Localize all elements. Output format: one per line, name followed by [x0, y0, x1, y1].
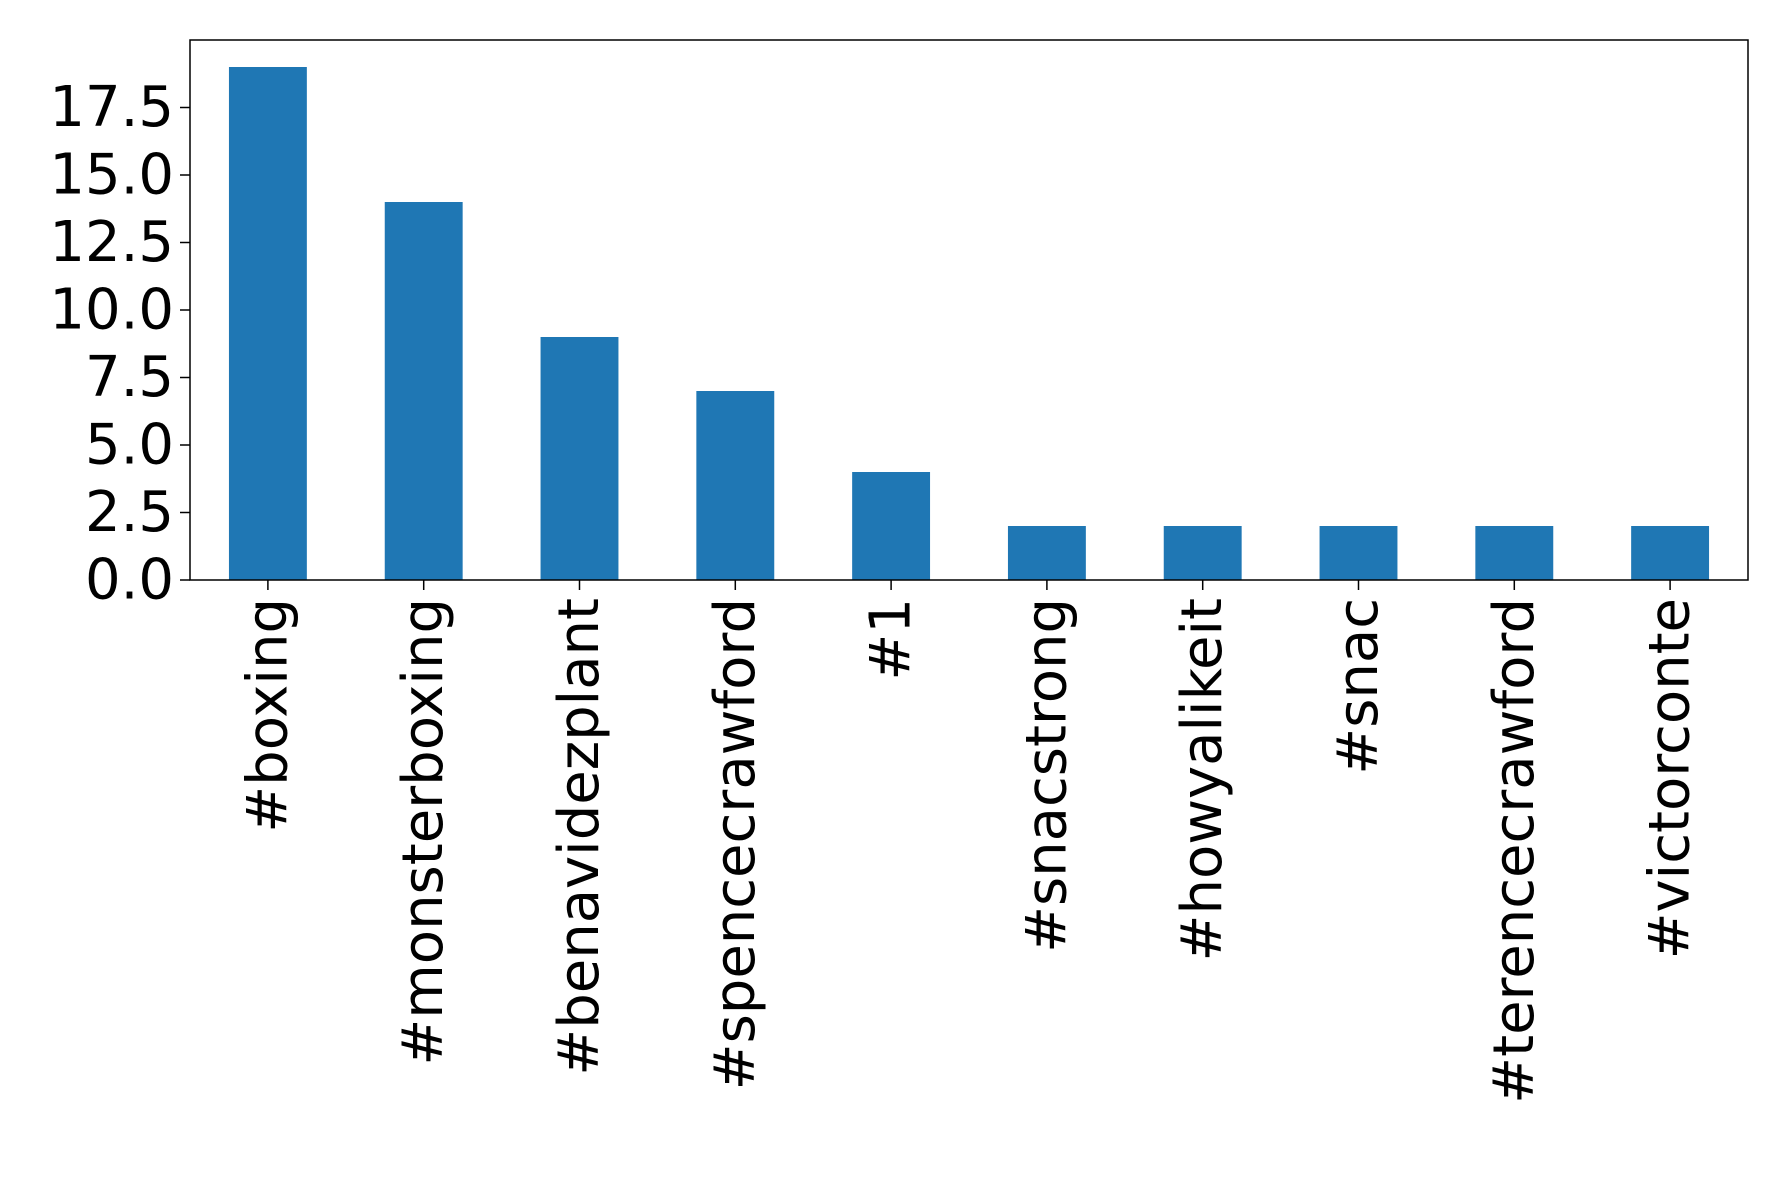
- x-tick-label: #1: [859, 598, 924, 681]
- bar-snacstrong: [1007, 526, 1086, 580]
- y-tick-label: 15.0: [49, 143, 174, 208]
- x-tick-label: #snac: [1326, 598, 1391, 775]
- bar-snac: [1319, 526, 1398, 580]
- bars-group: [228, 67, 1710, 580]
- bar-terencecrawford: [1475, 526, 1554, 580]
- y-tick-label: 2.5: [85, 480, 174, 545]
- y-tick-label: 7.5: [85, 345, 174, 410]
- y-tick-label: 10.0: [49, 278, 174, 343]
- y-tick-label: 17.5: [49, 75, 174, 140]
- x-tick-label: #howyalikeit: [1170, 598, 1235, 961]
- bar-victorconte: [1631, 526, 1710, 580]
- x-tick-label: #victorconte: [1638, 598, 1703, 959]
- x-tick-label: #spencecrawford: [703, 598, 768, 1090]
- x-tick-label: #terencecrawford: [1482, 598, 1547, 1104]
- y-axis: 0.02.55.07.510.012.515.017.5: [49, 75, 190, 613]
- bar-benavidezplant: [540, 337, 619, 580]
- x-tick-label: #monsterboxing: [391, 598, 456, 1066]
- x-tick-label: #benavidezplant: [547, 598, 612, 1076]
- bar-monsterboxing: [384, 202, 463, 580]
- bar-1: [852, 472, 931, 580]
- y-tick-label: 0.0: [85, 548, 174, 613]
- x-axis: #boxing #monsterboxing #benavidezplant #spe…: [235, 580, 1703, 1104]
- y-tick-label: 12.5: [49, 210, 174, 275]
- x-tick-label: #snacstrong: [1014, 598, 1079, 953]
- y-tick-label: 5.0: [85, 413, 174, 478]
- bar-spencecrawford: [696, 391, 775, 580]
- x-tick-label: #boxing: [235, 598, 300, 833]
- bar-howyalikeit: [1163, 526, 1242, 580]
- bar-boxing: [228, 67, 307, 580]
